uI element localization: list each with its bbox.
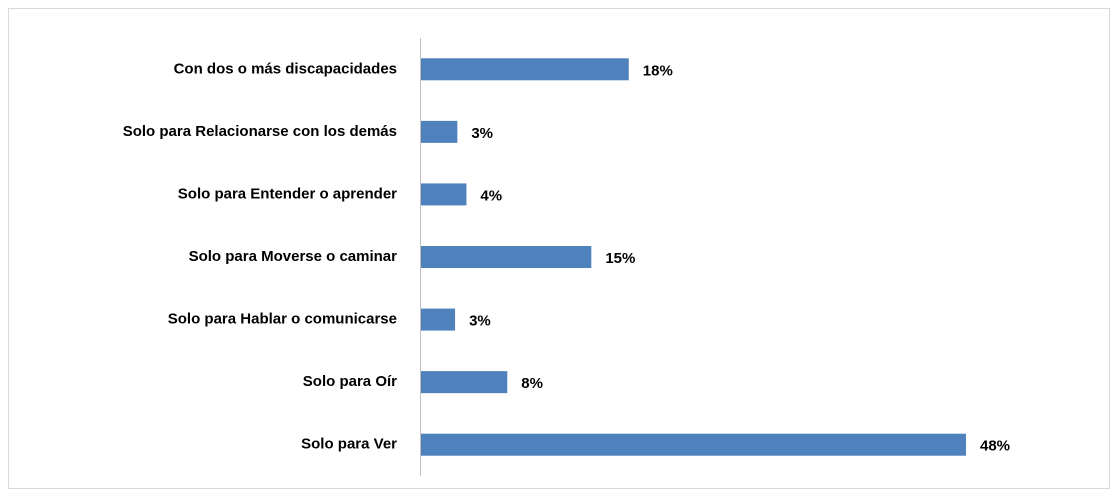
data-label: 4% — [480, 187, 502, 204]
bar — [421, 371, 508, 394]
y-tick-label: Solo para Moverse o caminar — [189, 248, 398, 265]
data-label: 3% — [471, 125, 493, 142]
data-label: 8% — [521, 375, 543, 392]
bar — [421, 58, 629, 81]
bar — [421, 183, 467, 206]
y-tick-label: Con dos o más discapacidades — [174, 60, 397, 77]
data-label: 48% — [980, 438, 1010, 455]
y-tick-label: Solo para Ver — [301, 436, 397, 453]
y-tick-label: Solo para Hablar o comunicarse — [168, 311, 397, 328]
y-tick-label: Solo para Oír — [303, 373, 397, 390]
y-tick-label: Solo para Relacionarse con los demás — [123, 123, 397, 140]
bar — [421, 120, 458, 143]
y-tick-label: Solo para Entender o aprender — [178, 185, 397, 202]
bar — [421, 246, 592, 268]
data-label: 3% — [469, 313, 491, 330]
data-label: 15% — [605, 250, 635, 267]
bar — [421, 308, 456, 331]
bar — [421, 433, 966, 456]
data-label: 18% — [643, 62, 673, 79]
